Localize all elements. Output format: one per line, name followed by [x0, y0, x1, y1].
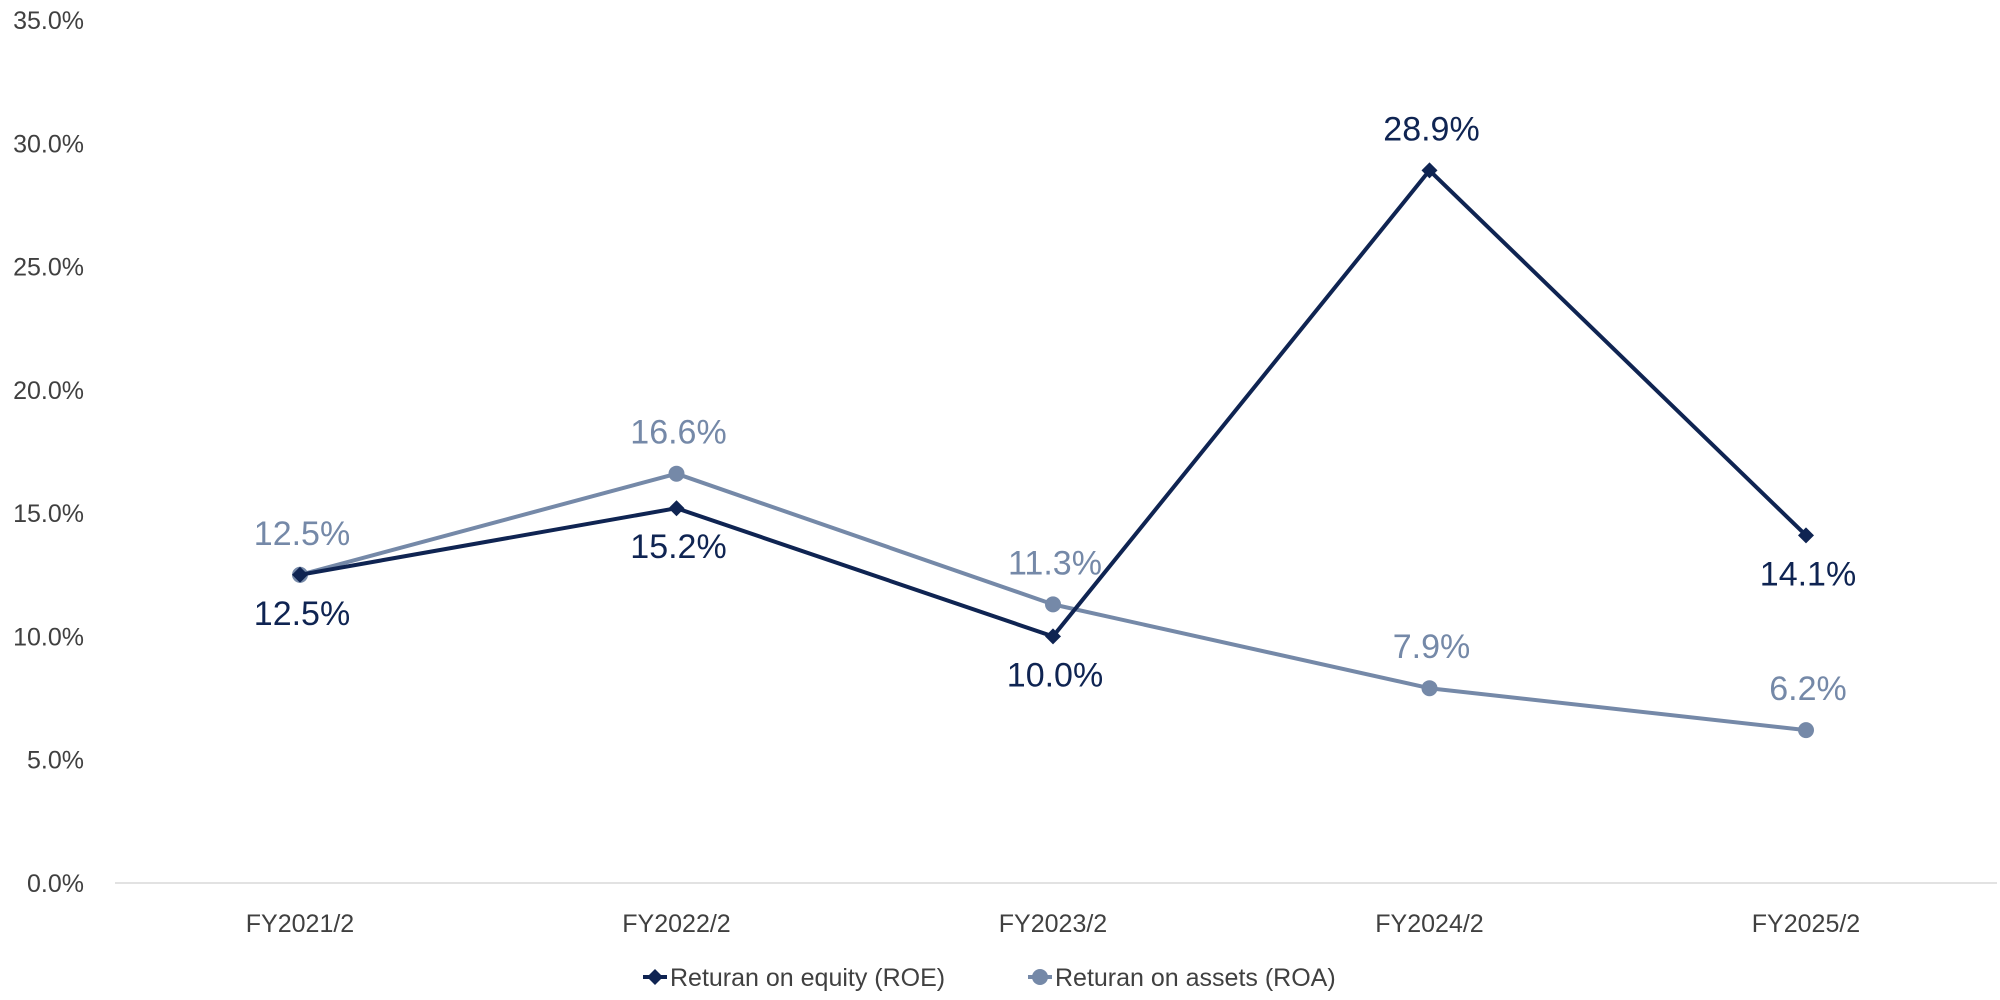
roa-data-label: 7.9%	[1393, 628, 1471, 666]
x-tick-label: FY2025/2	[1752, 910, 1860, 938]
roe-data-label: 10.0%	[1007, 656, 1103, 694]
y-tick-label: 30.0%	[13, 130, 84, 158]
roe-data-label: 28.9%	[1383, 110, 1479, 148]
legend-circle-icon	[1032, 969, 1048, 985]
x-axis: FY2021/2 FY2022/2 FY2023/2 FY2024/2 FY2025/2	[115, 882, 1997, 938]
roa-point	[1045, 596, 1061, 613]
roa-data-label: 11.3%	[1008, 544, 1102, 582]
roe-point	[1798, 527, 1814, 544]
data-labels: 12.5% 15.2% 10.0% 28.9% 14.1% 12.5% 16.6% 11.3%…	[254, 110, 1856, 708]
roe-data-label: 15.2%	[630, 528, 726, 566]
roe-data-label: 14.1%	[1760, 555, 1856, 593]
roa-point	[1421, 680, 1438, 697]
roa-point	[668, 465, 685, 482]
roe-point	[668, 500, 685, 517]
roe-point	[292, 566, 308, 583]
plot-area	[292, 162, 1814, 739]
roe-point	[1045, 628, 1061, 645]
roe-data-label: 12.5%	[254, 595, 350, 633]
x-tick-label: FY2024/2	[1375, 910, 1483, 938]
y-axis: 0.0% 5.0% 10.0% 15.0% 20.0% 25.0% 30.0% 35.0%	[13, 7, 84, 898]
x-tick-label: FY2022/2	[622, 910, 730, 938]
legend-label: Returan on assets (ROA)	[1055, 964, 1336, 992]
y-tick-label: 15.0%	[13, 500, 84, 528]
roa-point	[1798, 722, 1814, 739]
x-tick-label: FY2023/2	[999, 910, 1107, 938]
roe-point	[1421, 162, 1438, 179]
legend: Returan on equity (ROE) Returan on assets…	[643, 964, 1336, 992]
y-tick-label: 35.0%	[13, 7, 84, 35]
y-tick-label: 0.0%	[27, 870, 84, 898]
y-tick-label: 10.0%	[13, 623, 84, 651]
roa-data-label: 16.6%	[630, 414, 726, 452]
legend-label: Returan on equity (ROE)	[670, 964, 945, 992]
y-tick-label: 5.0%	[27, 747, 84, 775]
y-tick-label: 20.0%	[13, 377, 84, 405]
y-tick-label: 25.0%	[13, 254, 84, 282]
roa-data-label: 12.5%	[254, 515, 350, 553]
roa-data-label: 6.2%	[1769, 670, 1847, 708]
legend-diamond-icon	[647, 969, 663, 985]
x-tick-label: FY2021/2	[246, 910, 354, 938]
